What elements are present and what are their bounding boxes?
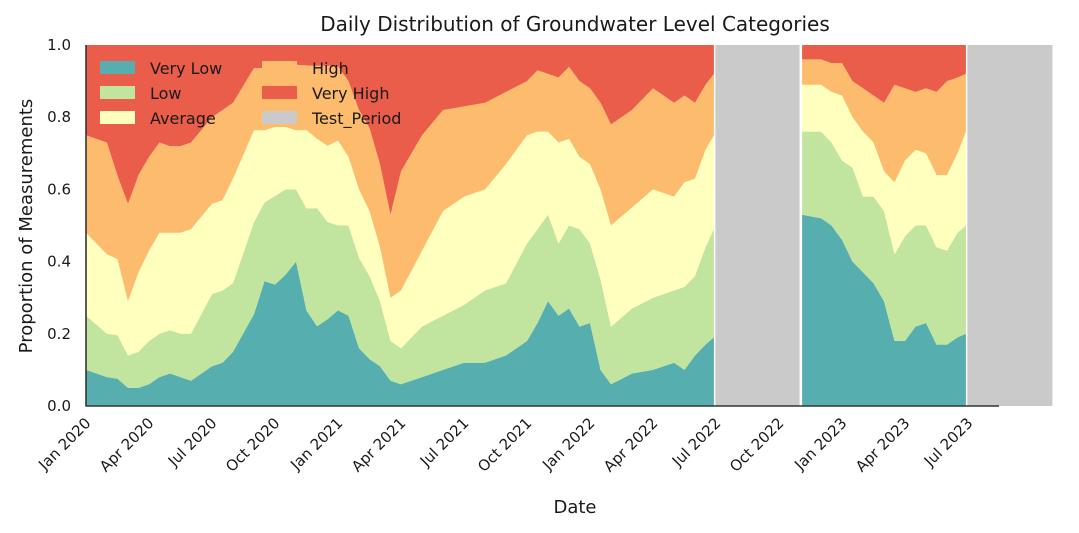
test-period-band-2: [967, 45, 1053, 406]
axes: [85, 45, 999, 407]
legend-swatch-very-low: [100, 61, 135, 74]
x-tick-label: Jan 2020: [34, 414, 94, 474]
x-tick-label: Jul 2023: [920, 414, 977, 471]
x-tick-label: Apr 2022: [600, 414, 661, 475]
legend-label-high: High: [312, 59, 349, 78]
area-low-segment-2: [802, 131, 966, 345]
area-very-low-segment-2: [802, 214, 966, 406]
legend-label-average: Average: [150, 109, 216, 128]
x-tick-label: Apr 2023: [852, 414, 913, 475]
y-tick-label: 0.4: [47, 253, 71, 271]
area-high-segment-1: [86, 64, 714, 302]
y-tick-label: 0.6: [47, 180, 71, 198]
x-tick-label: Apr 2021: [348, 414, 409, 475]
legend: Very Low Low Average High Very High Test_Peri…: [100, 59, 401, 129]
area-average-segment-2: [802, 84, 966, 255]
test-period-band-1: [715, 45, 800, 406]
area-very-low-segment-1: [86, 261, 714, 406]
legend-label-very-high: Very High: [312, 84, 389, 103]
legend-swatch-high: [262, 61, 297, 74]
x-tick-label: Jan 2021: [286, 414, 346, 474]
legend-swatch-average: [100, 111, 135, 124]
x-tick-label: Apr 2020: [96, 414, 157, 475]
x-tick-label: Jul 2020: [164, 414, 221, 471]
area-high-segment-2: [802, 59, 966, 183]
area-average-segment-1: [86, 127, 714, 356]
x-tick-label: Jan 2023: [790, 414, 850, 474]
x-tick-label: Jan 2022: [538, 414, 598, 474]
y-tick-label: 0.2: [47, 325, 71, 343]
legend-swatch-test-period: [262, 111, 297, 124]
x-tick-label: Oct 2020: [222, 414, 283, 475]
area-low-segment-1: [86, 189, 714, 388]
x-tick-label: Oct 2021: [474, 414, 535, 475]
y-tick-label: 0.8: [47, 108, 71, 126]
legend-swatch-low: [100, 86, 135, 99]
legend-label-very-low: Very Low: [150, 59, 222, 78]
area-very-high-segment-2: [802, 45, 966, 103]
x-tick-label: Jul 2022: [668, 414, 725, 471]
legend-label-low: Low: [150, 84, 182, 103]
y-tick-label: 0.0: [47, 397, 71, 415]
y-axis-label: Proportion of Measurements: [16, 99, 37, 354]
x-tick-label: Jul 2021: [416, 414, 473, 471]
plot-areas: [86, 45, 1053, 406]
area-very-high-segment-1: [86, 45, 714, 215]
legend-label-test-period: Test_Period: [311, 109, 401, 129]
y-tick-label: 1.0: [47, 36, 71, 54]
x-tick-label: Oct 2022: [726, 414, 787, 475]
x-axis-label: Date: [553, 497, 596, 518]
chart-title: Daily Distribution of Groundwater Level …: [320, 12, 830, 36]
legend-swatch-very-high: [262, 86, 297, 99]
